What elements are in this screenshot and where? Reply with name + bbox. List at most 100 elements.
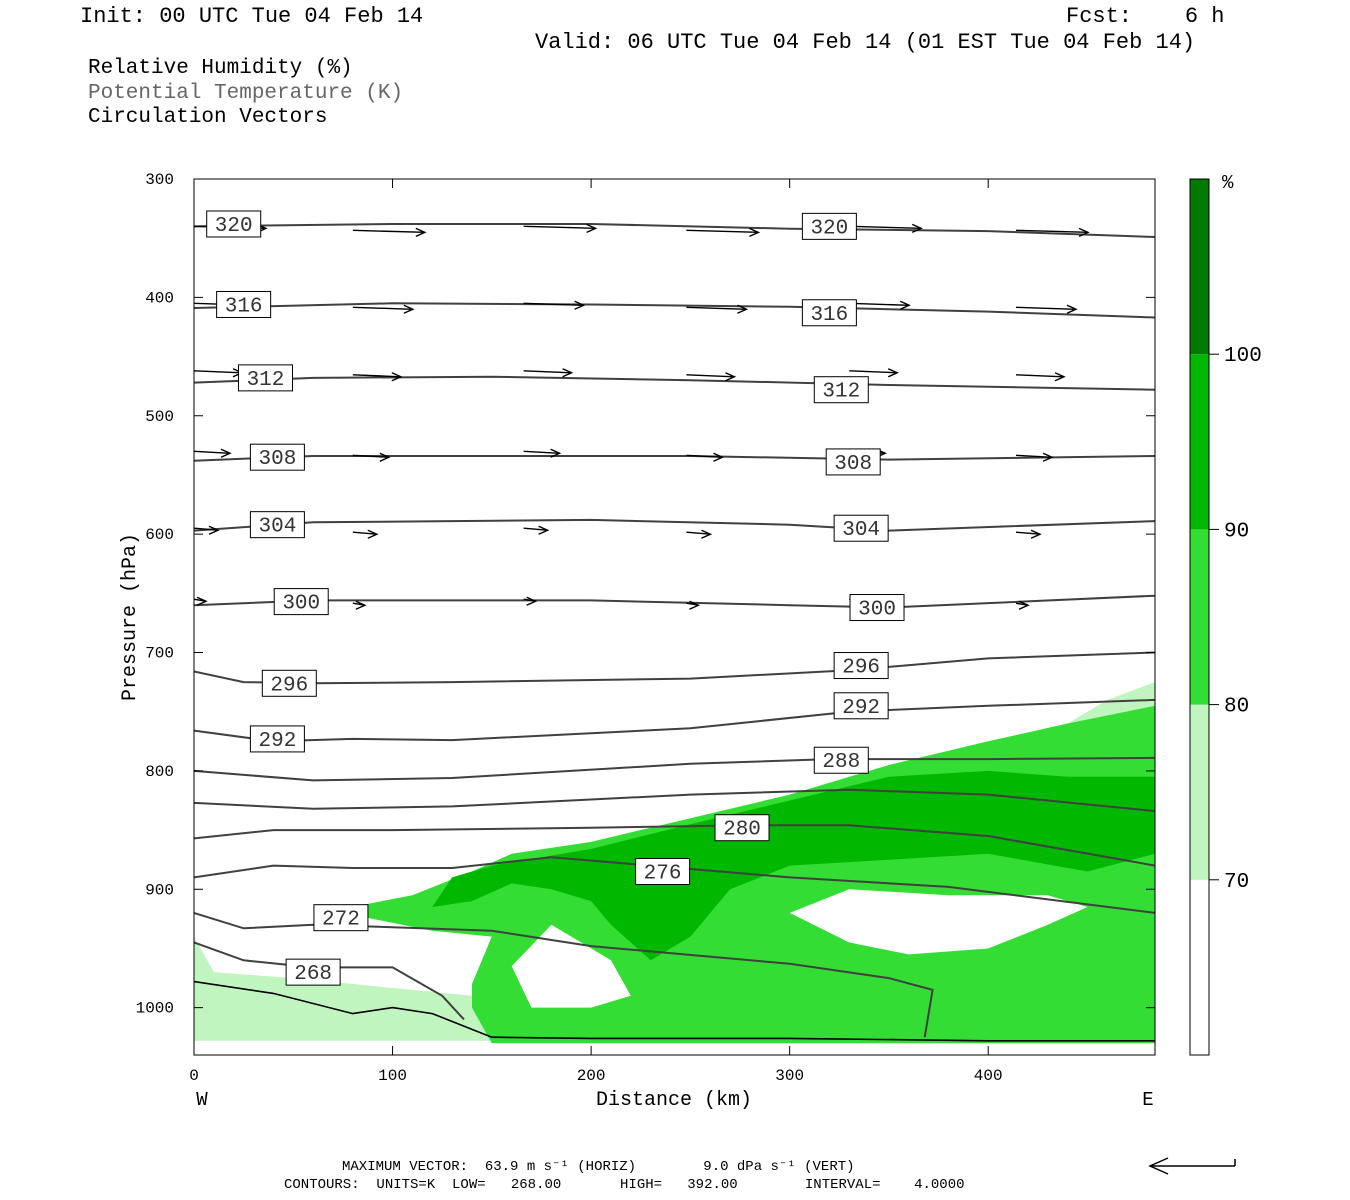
isentrope-label-box: [249, 443, 305, 471]
plot-layer: 320 320 316 316 312 312 308 308 304 304 300 300 296 2…: [194, 210, 1239, 1044]
wind-vector-head: [403, 304, 415, 314]
wind-vector: [523, 370, 572, 374]
isentrope-label: 320: [810, 217, 848, 240]
contour-info: CONTOURS: UNITS=K LOW= 268.00 HIGH= 392.…: [284, 1177, 965, 1193]
isentrope-label-box: [714, 814, 770, 842]
x-axis-title: Distance (km): [596, 1089, 752, 1112]
isentrope-304: [194, 518, 1155, 532]
isentrope-label: 304: [842, 519, 880, 542]
wind-vector-head: [415, 227, 427, 237]
x-tick-label: 300: [775, 1067, 804, 1085]
wind-vector-head: [899, 300, 911, 310]
y-tick-label: 300: [145, 171, 174, 189]
x-tick-label: 400: [974, 1067, 1003, 1085]
wind-vector: [1015, 531, 1041, 535]
isentrope-label-box: [813, 746, 869, 774]
wind-vector-head: [1054, 372, 1066, 382]
wind-vector-head: [1018, 600, 1030, 610]
isentrope-label-box: [833, 652, 889, 680]
isentrope-268: [194, 941, 465, 1021]
max-vector-info: MAXIMUM VECTOR: 63.9 m s⁻¹ (HORIZ) 9.0 d…: [342, 1159, 855, 1175]
wind-vector-head: [1230, 224, 1239, 232]
isentrope-300: [194, 594, 1155, 609]
y-tick-label: 800: [145, 763, 174, 781]
isentrope-label-box: [849, 594, 905, 622]
y-axis-title: Pressure (hPa): [119, 533, 142, 701]
wind-vector: [849, 225, 922, 230]
isentrope-312: [194, 375, 1155, 391]
wind-vector: [686, 374, 735, 378]
isentrope-label-box: [285, 958, 341, 986]
direction-west: W: [196, 1089, 208, 1111]
valid-time: Valid: 06 UTC Tue 04 Feb 14 (01 EST Tue …: [535, 30, 1196, 55]
wind-vector: [686, 454, 723, 458]
isentrope-296: [194, 651, 1155, 685]
isentrope-label: 296: [270, 674, 308, 697]
wind-vector-head: [379, 452, 391, 462]
isentrope-272: [194, 911, 934, 1038]
wind-vector: [352, 531, 377, 535]
rh-hole-1: [789, 889, 1088, 955]
y-tick-label: 900: [145, 881, 174, 899]
wind-vector: [686, 531, 711, 535]
wind-vector: [523, 302, 584, 306]
reference-vector-head: [1148, 1157, 1169, 1175]
wind-vector: [686, 229, 759, 234]
wind-vector: [1167, 599, 1179, 601]
wind-vector: [686, 306, 747, 310]
wind-vector-head: [1030, 529, 1042, 539]
isentrope-label: 308: [258, 448, 296, 471]
isentrope-label: 292: [842, 697, 880, 720]
wind-vector: [352, 374, 401, 378]
wind-vector-head: [550, 448, 562, 458]
wind-vector-head: [887, 368, 899, 378]
colorbar-frame: [1189, 178, 1210, 1056]
colorbar-segment: [1190, 354, 1209, 530]
wind-vector-head: [737, 304, 749, 314]
isentrope-label: 272: [322, 909, 360, 932]
wind-vector: [1167, 528, 1191, 530]
wind-vector: [849, 302, 910, 306]
plot-frame: [193, 178, 1156, 1056]
wind-vector-head: [220, 448, 232, 458]
wind-vector-head: [1066, 304, 1078, 314]
isentrope-label: 312: [822, 381, 860, 404]
wind-vector: [194, 370, 243, 374]
isentrope-label: 316: [810, 304, 848, 327]
y-tick-label: 700: [145, 645, 174, 663]
colorbar-unit: %: [1222, 172, 1234, 194]
isentrope-label: 280: [723, 819, 761, 842]
isentrope-276: [194, 856, 1155, 914]
isentrope-label-box: [249, 511, 305, 539]
wind-vector-head: [526, 596, 538, 606]
wind-vector-head: [538, 525, 550, 535]
isentrope-label: 308: [834, 453, 872, 476]
wind-vector: [352, 454, 389, 458]
isentrope-320: [194, 223, 1155, 238]
wind-vector: [1015, 374, 1065, 378]
x-tick-label: 200: [577, 1067, 606, 1085]
wind-vector: [352, 306, 413, 310]
isentrope-label-box: [261, 669, 317, 697]
wind-vector-head: [701, 529, 713, 539]
isentrope-label: 292: [258, 730, 296, 753]
field-vectors-label: Circulation Vectors: [88, 106, 328, 129]
wind-vector-head: [689, 600, 701, 610]
init-time: Init: 00 UTC Tue 04 Feb 14: [80, 4, 424, 29]
wind-vector-head: [574, 300, 586, 310]
wind-vector: [194, 450, 231, 454]
wind-vector: [523, 225, 596, 230]
wind-vector: [1015, 306, 1077, 310]
field-rh-label: Relative Humidity (%): [88, 57, 353, 80]
wind-vector: [352, 229, 425, 234]
wind-vector: [849, 370, 898, 374]
colorbar-label: 80: [1224, 696, 1249, 719]
field-theta-label: Potential Temperature (K): [88, 82, 404, 105]
wind-vector: [1015, 229, 1089, 234]
wind-vector-head: [355, 600, 367, 610]
wind-vector-head: [367, 529, 379, 539]
isentrope-label-box: [635, 858, 691, 886]
isentrope-label-box: [801, 212, 857, 240]
wind-vector-head: [911, 223, 923, 233]
wind-vector-head: [1078, 227, 1090, 237]
